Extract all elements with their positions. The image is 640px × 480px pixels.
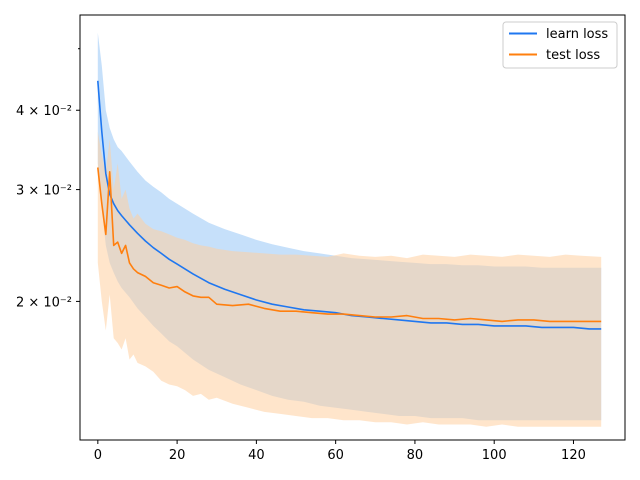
legend: learn loss test loss <box>502 21 618 69</box>
series-line-learn-loss <box>97 80 602 330</box>
series-line-test-loss <box>97 167 602 323</box>
x-axis: 0 20 40 60 80 100 120 <box>94 440 586 463</box>
y-axis: 2 × 10⁻² 3 × 10⁻² 4 × 10⁻² <box>16 48 80 310</box>
x-tick-label: 60 <box>327 448 344 463</box>
plot-frame <box>79 14 626 441</box>
y-tick-label: 4 × 10⁻² <box>16 104 72 119</box>
x-tick-label: 120 <box>561 448 586 463</box>
legend-label-test-loss: test loss <box>546 48 600 63</box>
y-tick-label: 3 × 10⁻² <box>16 184 72 199</box>
band-test-loss <box>97 131 602 427</box>
x-tick-label: 0 <box>94 448 102 463</box>
plot-area <box>97 32 602 427</box>
y-tick-label: 2 × 10⁻² <box>16 295 72 310</box>
x-tick-label: 80 <box>407 448 424 463</box>
x-tick-label: 100 <box>482 448 507 463</box>
x-tick-label: 40 <box>248 448 265 463</box>
x-tick-label: 20 <box>169 448 186 463</box>
legend-label-learn-loss: learn loss <box>546 27 608 42</box>
